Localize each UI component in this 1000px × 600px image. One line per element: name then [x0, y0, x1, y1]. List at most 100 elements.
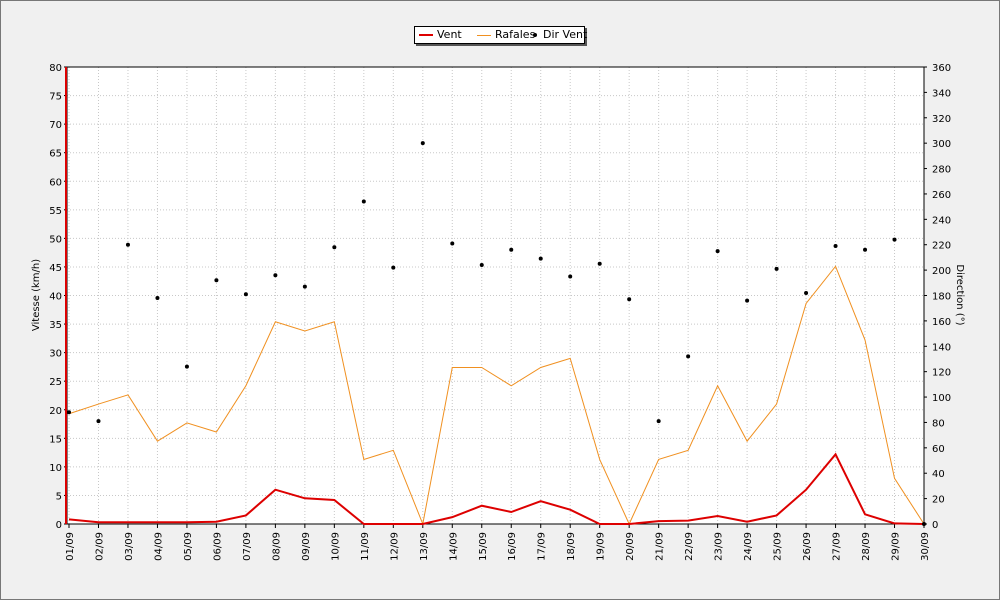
data-point-dir-vent	[302, 284, 307, 289]
x-tick-label: 12/09	[389, 532, 400, 561]
x-tick-label: 09/09	[301, 532, 312, 561]
x-tick-label: 05/09	[183, 532, 194, 561]
data-point-dir-vent	[67, 410, 71, 415]
y-left-tick-label: 35	[49, 320, 62, 331]
legend-item-dir: Dir Vent	[529, 28, 587, 42]
y-left-tick-label: 60	[49, 177, 62, 188]
data-point-dir-vent	[833, 243, 838, 248]
x-tick-label: 20/09	[625, 532, 636, 561]
data-point-dir-vent	[184, 364, 189, 369]
data-point-dir-vent	[656, 419, 661, 424]
data-point-dir-vent	[361, 199, 366, 204]
x-tick-label: 23/09	[714, 532, 725, 561]
vent-line-swatch-icon	[419, 34, 433, 36]
x-tick-label: 30/09	[920, 532, 931, 561]
x-tick-label: 06/09	[212, 532, 223, 561]
x-tick-label: 08/09	[271, 532, 282, 561]
y-axis-left-label: Vitesse (km/h)	[31, 259, 42, 331]
data-point-dir-vent	[627, 297, 632, 302]
y-left-tick-label: 15	[49, 434, 62, 445]
rafales-line-swatch-icon	[477, 34, 491, 36]
x-tick-label: 26/09	[802, 532, 813, 561]
x-tick-label: 02/09	[94, 532, 105, 561]
legend-item-rafales: Rafales	[477, 28, 535, 42]
data-point-dir-vent	[538, 256, 543, 261]
x-tick-label: 24/09	[743, 532, 754, 561]
series-line-rafales	[68, 265, 925, 526]
plot-area	[67, 67, 924, 524]
x-tick-label: 01/09	[65, 532, 76, 561]
y-left-tick-label: 0	[56, 520, 62, 531]
legend-label-vent: Vent	[437, 28, 462, 41]
data-point-dir-vent	[892, 237, 897, 242]
data-point-dir-vent	[479, 263, 484, 268]
x-tick-label: 04/09	[153, 532, 164, 561]
y-left-tick-label: 75	[49, 92, 62, 103]
legend-label-dir: Dir Vent	[543, 28, 588, 41]
y-left-tick-label: 30	[49, 349, 62, 360]
y-left-tick-label: 45	[49, 263, 62, 274]
x-tick-label: 18/09	[566, 532, 577, 561]
data-point-dir-vent	[922, 522, 926, 526]
x-tick-label: 03/09	[124, 532, 135, 561]
data-point-dir-vent	[214, 278, 219, 283]
y-left-tick-label: 10	[49, 463, 62, 474]
legend-item-vent: Vent	[419, 28, 462, 42]
data-point-dir-vent	[715, 249, 720, 254]
x-tick-label: 19/09	[596, 532, 607, 561]
y-right-tick-label: 340	[932, 88, 951, 99]
y-left-tick-label: 55	[49, 206, 62, 217]
y-right-tick-label: 0	[932, 520, 938, 531]
y-right-tick-label: 300	[932, 139, 951, 150]
series	[67, 141, 926, 526]
x-tick-label: 21/09	[655, 532, 666, 561]
data-point-dir-vent	[273, 273, 278, 278]
y-right-tick-label: 220	[932, 241, 951, 252]
y-right-tick-label: 100	[932, 393, 951, 404]
y-right-tick-label: 80	[932, 418, 945, 429]
y-left-tick-label: 80	[49, 63, 62, 74]
y-right-tick-label: 240	[932, 215, 951, 226]
y-left-tick-label: 40	[49, 292, 62, 303]
y-left-tick-label: 5	[56, 491, 62, 502]
y-right-tick-label: 20	[932, 495, 945, 506]
x-tick-label: 29/09	[891, 532, 902, 561]
data-point-dir-vent	[568, 274, 573, 279]
y-right-tick-label: 140	[932, 342, 951, 353]
x-tick-label: 25/09	[773, 532, 784, 561]
data-point-dir-vent	[420, 141, 425, 146]
x-tick-label: 16/09	[507, 532, 518, 561]
data-point-dir-vent	[332, 245, 337, 250]
series-line-vent	[68, 452, 925, 525]
x-tick-label: 22/09	[684, 532, 695, 561]
y-right-tick-label: 160	[932, 317, 951, 328]
y-axis-right-label: Direction (°)	[954, 264, 965, 325]
data-point-dir-vent	[391, 265, 396, 270]
y-right-tick-label: 260	[932, 190, 951, 201]
y-left-tick-label: 65	[49, 149, 62, 160]
data-point-dir-vent	[450, 241, 455, 246]
y-left-tick-label: 25	[49, 377, 62, 388]
data-point-dir-vent	[125, 242, 130, 247]
y-right-tick-label: 320	[932, 114, 951, 125]
data-point-dir-vent	[686, 354, 691, 359]
y-right-tick-label: 200	[932, 266, 951, 277]
x-tick-label: 11/09	[360, 532, 371, 561]
y-left-tick-label: 70	[49, 120, 62, 131]
data-point-dir-vent	[745, 298, 750, 303]
legend: Vent Rafales Dir Vent	[414, 26, 587, 44]
data-point-dir-vent	[804, 290, 809, 295]
x-tick-label: 13/09	[419, 532, 430, 561]
data-point-dir-vent	[597, 261, 602, 266]
x-tick-label: 07/09	[242, 532, 253, 561]
x-tick-label: 10/09	[330, 532, 341, 561]
y-right-tick-label: 180	[932, 292, 951, 303]
y-right-tick-label: 60	[932, 444, 945, 455]
x-tick-label: 14/09	[448, 532, 459, 561]
x-tick-label: 17/09	[537, 532, 548, 561]
y-right-tick-label: 120	[932, 368, 951, 379]
data-point-dir-vent	[155, 296, 160, 301]
data-point-dir-vent	[96, 419, 101, 424]
axes: 0 5 10 15 20 25 30 35 40 45 50 55 60 65 70 75 80 0 20 40 60 8…	[49, 63, 951, 561]
x-tick-label: 15/09	[478, 532, 489, 561]
